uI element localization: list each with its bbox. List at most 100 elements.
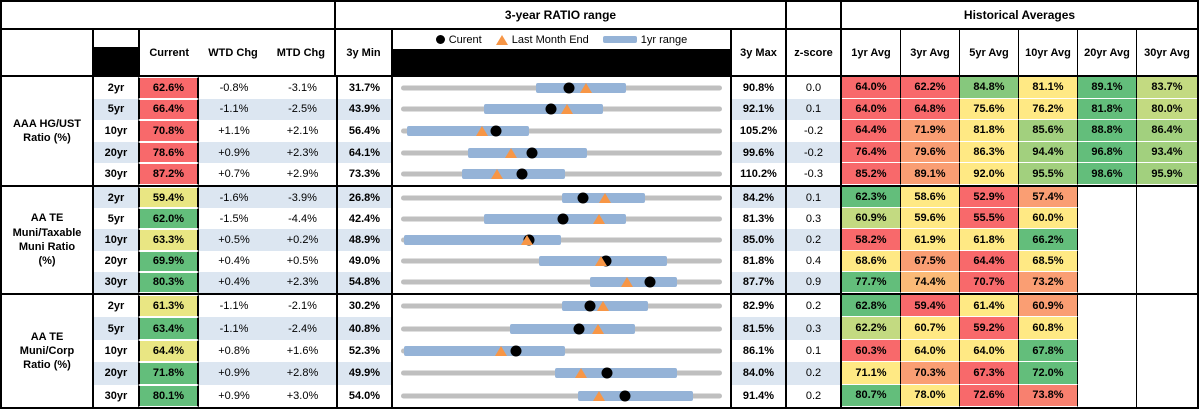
mtd-chg-cell: -3.1%	[288, 81, 317, 94]
current-dot	[510, 345, 522, 357]
avg-cell: 95.9%	[1137, 163, 1197, 185]
ratio-group: AA TE Muni/Taxable Muni Ratio (%) 2yr 59…	[2, 187, 1197, 295]
avg-cell	[1137, 362, 1197, 384]
max-3y-cell: 84.0%	[732, 362, 787, 385]
avg-cell: 64.0%	[960, 339, 1019, 363]
avg-cell: 85.2%	[842, 163, 901, 185]
one-year-range-bar	[590, 277, 678, 288]
range-chart	[391, 163, 732, 185]
range-track-area	[401, 208, 722, 229]
min-3y-cell: 64.1%	[336, 141, 391, 164]
mtd-chg-cell: +2.3%	[269, 271, 336, 294]
one-year-range-bar	[407, 125, 530, 136]
last-month-end-triangle	[505, 147, 518, 158]
avg-cell: 61.8%	[960, 229, 1019, 251]
avg-cell	[1078, 339, 1137, 363]
zscore-cell: 0.3	[787, 208, 842, 230]
legend-1yr-range: 1yr range	[602, 34, 687, 46]
wtd-chg-cell: +0.4%	[199, 271, 269, 294]
tenor-cell: 2yr	[107, 81, 125, 94]
max-3y-cell: 81.8%	[732, 250, 787, 272]
table-row: 10yr 64.4% +0.8% +1.6% 52.3% 86.1% 0.1 6…	[94, 339, 1197, 363]
tenor-cell: 10yr	[104, 124, 128, 137]
wtd-chg-cell: -1.6%	[199, 187, 269, 209]
avg-cell: 59.4%	[901, 295, 960, 318]
tenor-cell: 5yr	[107, 212, 125, 225]
wtd-chg-cell: +0.9%	[199, 362, 269, 385]
current-dot	[619, 390, 631, 402]
mtd-chg-cell: -3.9%	[269, 187, 336, 209]
zscore-cell: -0.2	[787, 120, 842, 142]
last-month-end-triangle	[594, 256, 607, 267]
range-chart	[391, 295, 732, 318]
range-track-area	[401, 142, 722, 164]
table-row: 2yr 62.6% -0.8% -3.1% 31.7% 90.8% 0.0 64…	[94, 77, 1197, 99]
current-dot	[563, 82, 575, 94]
three-year-range-track	[401, 393, 722, 399]
current-value-cell: 61.3%	[138, 295, 199, 318]
avg-cell: 84.8%	[960, 77, 1019, 99]
min-3y-cell: 49.0%	[336, 250, 391, 272]
avg-cell	[1137, 187, 1197, 208]
avg-column-header: 30yr Avg	[1144, 46, 1190, 59]
min-3y-cell: 42.4%	[336, 208, 391, 230]
avg-cell: 58.6%	[901, 187, 960, 209]
tenor-cell: 5yr	[94, 317, 138, 340]
avg-cell: 96.8%	[1078, 141, 1137, 164]
mtd-chg-cell: -2.5%	[269, 98, 336, 121]
tenor-cell: 10yr	[94, 229, 138, 251]
avg-cell	[1078, 295, 1137, 318]
avg-cell	[1078, 317, 1137, 340]
table-row: 5yr 66.4% -1.1% -2.5% 43.9% 92.1% 0.1 64…	[94, 98, 1197, 121]
max-3y-cell: 105.2%	[732, 120, 787, 142]
table-row: 10yr 63.3% +0.5% +0.2% 48.9% 85.0% 0.2 5…	[94, 229, 1197, 251]
table-body: AAA HG/UST Ratio (%) 2yr 62.6% -0.8% -3.…	[2, 77, 1197, 407]
mtd-chg-cell: -2.1%	[288, 300, 317, 313]
avg-cell: 68.6%	[842, 250, 901, 272]
current-dot	[516, 168, 528, 180]
wtd-chg-column-header: WTD Chg	[208, 46, 258, 59]
table-row: 2yr 61.3% -1.1% -2.1% 30.2% 82.9% 0.2 62…	[94, 295, 1197, 318]
avg-cell: 95.5%	[1019, 163, 1078, 185]
avg-cell: 57.4%	[1019, 187, 1078, 209]
range-chart	[391, 250, 732, 272]
wtd-chg-cell: -1.1%	[199, 98, 269, 121]
avg-column-header: 3yr Avg	[901, 30, 960, 75]
avg-cell: 79.6%	[901, 141, 960, 164]
max-3y-cell: 90.8%	[732, 77, 787, 99]
max-3y-cell: 85.0%	[732, 229, 787, 251]
chart-section-title: 3-year RATIO range	[336, 2, 787, 28]
avg-cell	[1137, 272, 1197, 293]
mtd-chg-cell: +2.3%	[269, 141, 336, 164]
tenor-cell: 30yr	[94, 271, 138, 294]
black-band	[393, 49, 730, 75]
tenor-cell: 2yr	[107, 300, 125, 313]
last-month-end-triangle	[574, 368, 587, 379]
legend-current: Curent	[435, 34, 482, 46]
avg-cell: 78.0%	[901, 384, 960, 407]
avg-cell: 70.3%	[901, 362, 960, 385]
wtd-chg-cell: +0.9%	[218, 389, 250, 402]
wtd-chg-cell: +0.8%	[218, 345, 250, 358]
range-chart	[391, 98, 732, 121]
max-3y-cell: 81.5%	[732, 317, 787, 340]
avg-cell: 86.3%	[960, 141, 1019, 164]
range-track-area	[401, 229, 722, 250]
last-month-end-triangle	[621, 277, 634, 288]
last-month-end-triangle	[592, 323, 605, 334]
avg-cell: 59.2%	[960, 317, 1019, 340]
range-chart	[391, 187, 732, 209]
current-column-header: Current	[149, 46, 190, 59]
current-dot	[601, 367, 613, 379]
ratio-group: AAA HG/UST Ratio (%) 2yr 62.6% -0.8% -3.…	[2, 77, 1197, 187]
table-row: 30yr 87.2% +0.7% +2.9% 73.3% 110.2% -0.3…	[94, 163, 1197, 185]
zscore-cell: 0.1	[787, 339, 842, 363]
current-dot-icon	[435, 35, 445, 44]
range-chart	[391, 77, 732, 99]
avg-cell: 62.2%	[901, 77, 960, 99]
avg-cell: 73.2%	[1019, 271, 1078, 294]
range-chart	[391, 208, 732, 230]
avg-cell: 74.4%	[901, 271, 960, 294]
range-track-area	[401, 385, 722, 407]
mtd-chg-column-header: MTD Chg	[276, 46, 325, 59]
